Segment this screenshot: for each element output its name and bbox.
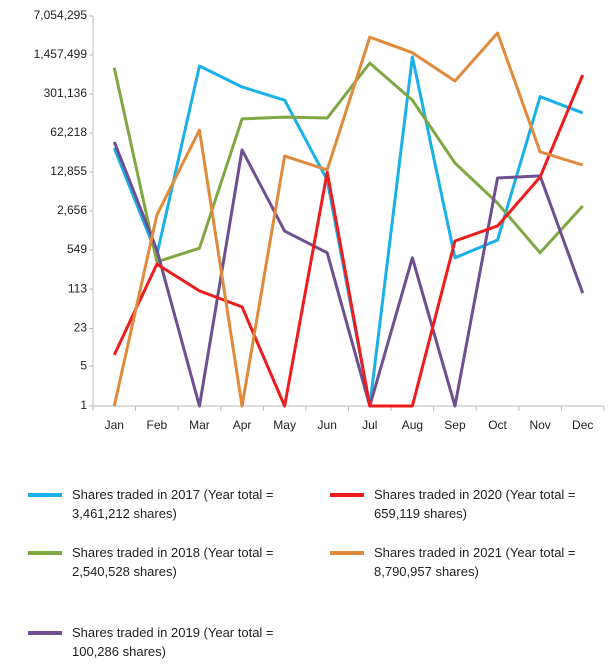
- x-tick-label: Dec: [572, 418, 593, 432]
- legend-item: Shares traded in 2019 (Year total = 100,…: [28, 623, 318, 661]
- legend-swatch: [330, 551, 364, 555]
- legend-swatch: [28, 631, 62, 635]
- series-line: [112, 74, 585, 408]
- y-tick-label: 12,855: [50, 164, 87, 178]
- chart: 1 5 23 113 549 2,656 12,855 62,218 301,136 1,457,…: [34, 8, 605, 432]
- legend-item: Shares traded in 2017 (Year total = 3,46…: [28, 485, 318, 523]
- y-tick-label: 62,218: [50, 125, 87, 139]
- legend-label: Shares traded in 2017 (Year total = 3,46…: [72, 487, 274, 521]
- x-tick-label: Jul: [362, 418, 377, 432]
- legend-label: Shares traded in 2018 (Year total = 2,54…: [72, 545, 274, 579]
- x-tick-label: Oct: [488, 418, 507, 432]
- series-line: [112, 31, 584, 408]
- x-tick-label: Nov: [529, 418, 550, 432]
- series-line: [112, 141, 585, 408]
- series-line: [112, 61, 584, 264]
- y-tick-label: 5: [80, 358, 87, 372]
- y-tick-label: 1: [80, 398, 87, 412]
- legend-item: Shares traded in 2021 (Year total = 8,79…: [330, 543, 613, 581]
- x-tick-label: Sep: [444, 418, 466, 432]
- legend-label: Shares traded in 2021 (Year total = 8,79…: [374, 545, 576, 579]
- y-tick-label: 2,656: [57, 203, 87, 217]
- x-tick-label: Aug: [402, 418, 423, 432]
- y-tick-label: 301,136: [44, 86, 88, 100]
- x-tick-label: Feb: [147, 418, 168, 432]
- legend-item: Shares traded in 2020 (Year total = 659,…: [330, 485, 613, 523]
- y-tick-label: 1,457,499: [34, 47, 88, 61]
- x-tick-label: Apr: [233, 418, 252, 432]
- legend-swatch: [330, 493, 364, 497]
- y-tick-label: 549: [67, 242, 87, 256]
- x-tick-label: Mar: [189, 418, 210, 432]
- legend-swatch: [28, 493, 62, 497]
- legend-swatch: [28, 551, 62, 555]
- y-tick-label: 23: [74, 321, 88, 335]
- y-tick-label: 113: [68, 281, 87, 295]
- y-tick-label: 7,054,295: [34, 8, 88, 22]
- legend-item: Shares traded in 2018 (Year total = 2,54…: [28, 543, 318, 581]
- x-tick-label: May: [273, 418, 296, 432]
- legend-label: Shares traded in 2019 (Year total = 100,…: [72, 625, 274, 659]
- x-tick-label: Jun: [318, 418, 337, 432]
- x-tick-label: Jan: [105, 418, 124, 432]
- legend-label: Shares traded in 2020 (Year total = 659,…: [374, 487, 576, 521]
